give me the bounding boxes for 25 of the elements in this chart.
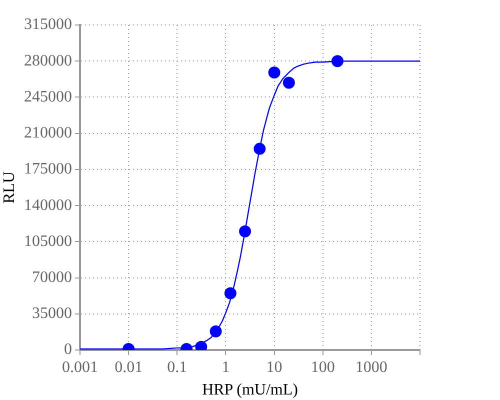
y-tick-label: 280000 — [24, 52, 72, 70]
y-tick-label: 245000 — [24, 88, 72, 106]
y-axis-title: RLU — [0, 171, 18, 204]
y-tick-label: 315000 — [24, 16, 72, 34]
point — [210, 325, 222, 338]
y-tick-label: 140000 — [24, 196, 72, 214]
point — [224, 287, 236, 300]
y-tick-label: 175000 — [24, 160, 72, 178]
x-tick-label: 10 — [266, 358, 282, 376]
x-axis-title: HRP (mU/mL) — [202, 382, 298, 399]
point — [282, 76, 295, 89]
y-tick-label: 70000 — [32, 268, 72, 286]
x-tick-label: 0.1 — [167, 358, 188, 376]
point — [254, 142, 266, 155]
x-tick-label: 0.001 — [62, 358, 98, 376]
x-tick-label: 0.01 — [114, 358, 143, 376]
point — [239, 225, 252, 238]
y-tick-label: 210000 — [24, 124, 72, 142]
x-tick-label: 100 — [310, 358, 335, 376]
y-tick-label: 105000 — [24, 232, 72, 250]
y-tick-label: 0 — [64, 341, 72, 358]
y-tick-label: 35000 — [32, 305, 72, 322]
x-tick-label: 1 — [222, 358, 230, 376]
point — [268, 66, 280, 78]
x-tick-label: 1000 — [355, 358, 388, 376]
